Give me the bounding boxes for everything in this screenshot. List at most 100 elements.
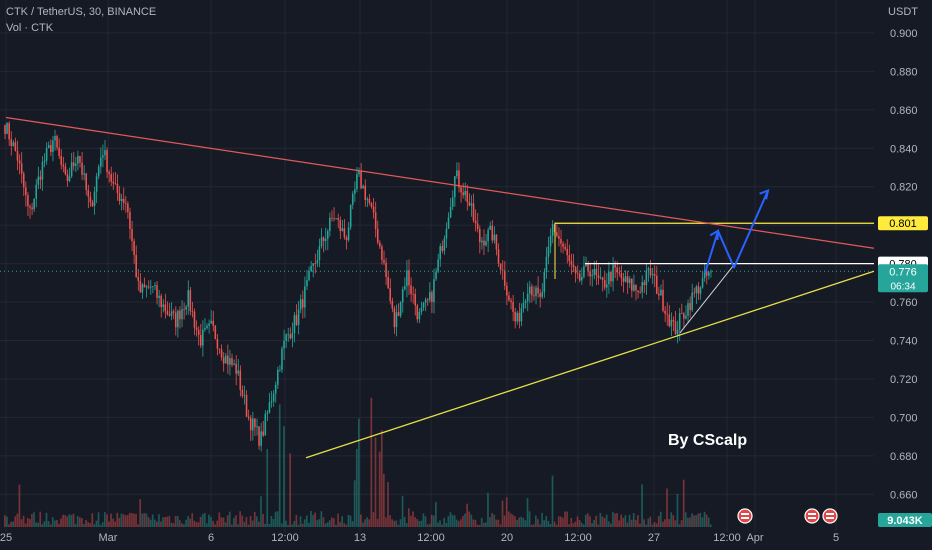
candle-body [412, 293, 414, 295]
candle-body [606, 284, 608, 288]
volume-bar [510, 513, 512, 527]
volume-bar [582, 524, 585, 527]
volume-bar [514, 516, 516, 527]
candle-body [22, 173, 25, 188]
y-tick-label: 0.760 [890, 297, 918, 309]
volume-bar [595, 515, 598, 527]
volume-bar [393, 520, 396, 527]
candle-body [156, 285, 158, 298]
volume-bar [170, 522, 173, 527]
volume-bar [689, 517, 691, 527]
volume-bar [222, 517, 225, 527]
volume-bar [243, 521, 246, 527]
candle-body [120, 198, 123, 202]
event-flag-stripe [826, 513, 834, 515]
volume-bar [651, 524, 654, 527]
trendline-micro [679, 263, 736, 334]
volume-bar [655, 523, 658, 527]
volume-bar [333, 518, 335, 527]
volume-bar [439, 520, 441, 527]
volume-bar [162, 517, 164, 527]
x-axis: 25 Mar 6 12:00 13 12:00 20 12:00 27 12:00 Apr 5 [0, 532, 839, 544]
volume-bar [249, 515, 252, 527]
volume-bar [110, 513, 112, 527]
candle-body [514, 311, 516, 322]
candle-body [14, 142, 17, 151]
candle-body [25, 187, 27, 196]
volume-bar [695, 515, 698, 527]
volume-bar [343, 523, 346, 527]
x-tick-label: 6 [208, 532, 214, 544]
volume-bar [395, 520, 398, 527]
candle-body [274, 384, 277, 394]
volume-indicator-label: Vol · CTK [6, 22, 54, 34]
candle-body [612, 264, 614, 282]
candle-body [343, 228, 346, 238]
volume-bar [391, 519, 393, 527]
candle-body [628, 278, 631, 283]
volume-bar [103, 512, 106, 527]
candle-body [347, 227, 350, 241]
candle-body [64, 166, 67, 175]
volume-bar [705, 514, 708, 527]
candle-body [245, 394, 248, 417]
projection [704, 188, 770, 274]
volume-bar [135, 513, 137, 527]
volume-bars [4, 397, 712, 527]
candle-body [108, 172, 110, 175]
volume-bar [570, 517, 573, 527]
candle-body [489, 225, 491, 230]
symbol-title: CTK / TetherUS, 30, BINANCE [6, 6, 157, 18]
volume-bar [364, 519, 366, 527]
volume-bar [482, 522, 485, 527]
volume-bar [308, 522, 310, 527]
volume-bar [639, 523, 641, 527]
candle-body [533, 295, 535, 297]
volume-bar [376, 518, 379, 527]
candle-body [626, 276, 629, 283]
candle-body [587, 263, 589, 272]
candle-body [316, 260, 319, 264]
volume-bar [160, 521, 162, 527]
volume-bar [597, 524, 600, 527]
candle-body [703, 271, 706, 279]
candle-body [512, 302, 514, 312]
volume-bar [412, 511, 414, 527]
volume-bar [158, 514, 160, 527]
volume-bar [8, 524, 10, 527]
candle-body [310, 265, 312, 272]
volume-bar [472, 519, 475, 527]
volume-bar [337, 513, 339, 527]
candle-body [420, 307, 423, 312]
candle-body [674, 321, 677, 335]
candle-body [399, 302, 402, 316]
volume-bar [41, 524, 44, 527]
candle-body [499, 263, 502, 270]
levels [0, 222, 874, 279]
volume-bar [659, 511, 662, 527]
current-price-tag-label: 0.776 [889, 266, 917, 278]
event-flag-icon [737, 508, 753, 524]
volume-bar [6, 516, 8, 527]
y-tick-label: 0.840 [890, 143, 918, 155]
volume-bar [168, 516, 171, 527]
volume-bar [274, 511, 277, 527]
candle-body [202, 329, 204, 346]
volume-bar [114, 521, 117, 527]
candle-body [356, 174, 358, 190]
event-flag-icon [822, 508, 838, 524]
volume-bar [241, 515, 244, 527]
candle-body [599, 277, 602, 279]
volume-bar [547, 520, 550, 527]
volume-bar [185, 519, 187, 527]
volume-bar [468, 511, 471, 527]
volume-bar [164, 517, 167, 527]
volume-bar [310, 511, 312, 527]
candle-body [99, 157, 102, 167]
candle-body [56, 136, 58, 148]
candle-body [676, 329, 679, 335]
candle-body [349, 204, 352, 228]
volume-bar [618, 520, 620, 527]
